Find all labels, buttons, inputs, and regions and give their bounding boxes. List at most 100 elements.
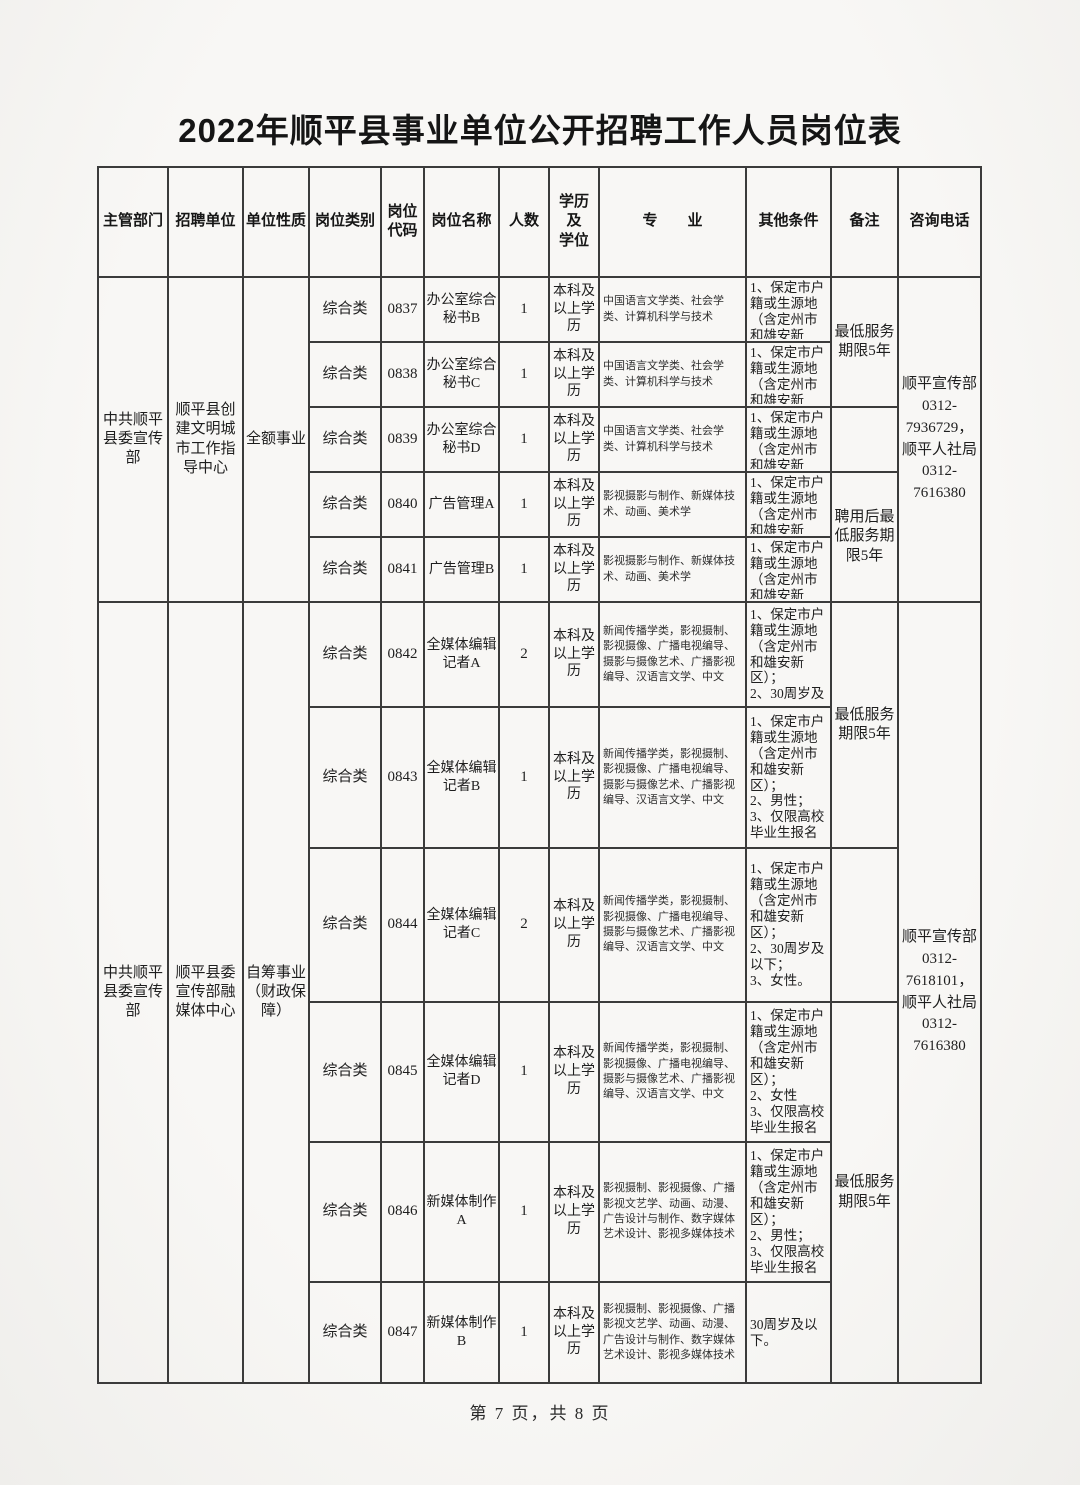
col-header-nature: 单位性质 (242, 166, 310, 278)
category-cell: 综合类 (308, 706, 382, 849)
document-title: 2022年顺平县事业单位公开招聘工作人员岗位表 (178, 112, 902, 149)
major-cell: 影视摄制、影视摄像、广播影视文艺学、动画、动漫、广告设计与制作、数字媒体艺术设计… (598, 1281, 747, 1384)
code-cell: 0838 (380, 341, 425, 408)
category-cell: 综合类 (308, 341, 382, 408)
category-cell: 综合类 (308, 276, 382, 343)
category-cell: 综合类 (308, 1281, 382, 1384)
category-cell: 综合类 (308, 847, 382, 1003)
education-cell: 本科及以上学历 (548, 1281, 600, 1384)
code-cell: 0846 (380, 1141, 425, 1283)
dept-cell: 中共顺平县委宣传部 (97, 276, 169, 603)
col-header-conditions: 其他条件 (745, 166, 832, 278)
col-header-dept: 主管部门 (97, 166, 169, 278)
major-cell: 影视摄影与制作、新媒体技术、动画、美术学 (598, 471, 747, 538)
major-cell: 影视摄制、影视摄像、广播影视文艺学、动画、动漫、广告设计与制作、数字媒体艺术设计… (598, 1141, 747, 1283)
nature-cell: 自筹事业（财政保障） (242, 601, 310, 1384)
headcount-cell: 2 (498, 601, 550, 708)
major-cell: 新闻传播学类，影视摄制、影视摄像、广播电视编导、摄影与摄像艺术、广播影视编导、汉… (598, 601, 747, 708)
headcount-cell: 1 (498, 706, 550, 849)
conditions-cell: 1、保定市户籍或生源地（含定州市和雄安新区）； 2、30周岁及以下； 3、女性。 (745, 847, 832, 1003)
page-footer: 第 7 页，共 8 页 (469, 1404, 611, 1423)
conditions-cell: 1、保定市户籍或生源地（含定州市和雄安新区）； 2、30周岁及 (745, 601, 832, 708)
education-cell: 本科及以上学历 (548, 536, 600, 603)
code-cell: 0841 (380, 536, 425, 603)
education-cell: 本科及以上学历 (548, 706, 600, 849)
education-cell: 本科及以上学历 (548, 341, 600, 408)
job-row-0843: 综合类 0843 全媒体编辑记者B 1 本科及以上学历 新闻传播学类，影视摄制、… (98, 706, 981, 849)
education-cell: 本科及以上学历 (548, 276, 600, 343)
code-cell: 0844 (380, 847, 425, 1003)
nature-cell: 全额事业 (242, 276, 310, 603)
code-cell: 0843 (380, 706, 425, 849)
job-row-0837: 中共顺平县委宣传部 顺平县创建文明城市工作指导中心 全额事业 综合类 0837 … (97, 276, 982, 603)
clipped-text: 1、保定市户籍或生源地（含定州市和雄安新 (750, 410, 825, 469)
headcount-cell: 1 (498, 406, 550, 473)
dept-cell: 中共顺平县委宣传部 (97, 601, 169, 1384)
conditions-cell: 1、保定市户籍或生源地（含定州市和雄安新 (745, 406, 832, 473)
name-cell: 办公室综合秘书B (423, 276, 500, 343)
major-cell: 新闻传播学类，影视摄制、影视摄像、广播电视编导、摄影与摄像艺术、广播影视编导、汉… (598, 706, 747, 849)
name-cell: 办公室综合秘书D (423, 406, 500, 473)
major-cell: 中国语言文学类、社会学类、计算机科学与技术 (598, 406, 747, 473)
name-cell: 全媒体编辑记者A (423, 601, 500, 708)
education-cell: 本科及以上学历 (548, 471, 600, 538)
job-row-0846: 综合类 0846 新媒体制作A 1 本科及以上学历 影视摄制、影视摄像、广播影视… (98, 1141, 981, 1283)
category-cell: 综合类 (308, 1141, 382, 1283)
remark-cell: 最低服务期限5年 (830, 1001, 899, 1384)
code-cell: 0837 (380, 276, 425, 343)
col-header-category: 岗位类别 (308, 166, 382, 278)
job-row-0847: 综合类 0847 新媒体制作B 1 本科及以上学历 影视摄制、影视摄像、广播影视… (98, 1281, 981, 1384)
conditions-cell: 1、保定市户籍或生源地（含定州市和雄安新区）； 2、男性； 3、仅限高校毕业生报… (745, 706, 832, 849)
conditions-cell: 1、保定市户籍或生源地（含定州市和雄安新 (745, 471, 832, 538)
clipped-text: 1、保定市户籍或生源地（含定州市和雄安新 (750, 475, 825, 534)
name-cell: 办公室综合秘书C (423, 341, 500, 408)
job-row-0841: 综合类 0841 广告管理B 1 本科及以上学历 影视摄影与制作、新媒体技术、动… (98, 536, 981, 603)
col-header-remark: 备注 (830, 166, 899, 278)
remark-cell (830, 406, 899, 473)
col-header-education: 学历及 学位 (548, 166, 600, 278)
education-cell: 本科及以上学历 (548, 1001, 600, 1143)
job-row-0838: 综合类 0838 办公室综合秘书C 1 本科及以上学历 中国语言文学类、社会学类… (98, 341, 981, 408)
major-cell: 中国语言文学类、社会学类、计算机科学与技术 (598, 276, 747, 343)
conditions-cell: 30周岁及以下。 (745, 1281, 832, 1384)
name-cell: 全媒体编辑记者B (423, 706, 500, 849)
job-row-0842: 中共顺平县委宣传部 顺平县委宣传部融媒体中心 自筹事业（财政保障） 综合类 08… (97, 601, 982, 1384)
clipped-text: 1、保定市户籍或生源地（含定州市和雄安新 (750, 280, 825, 339)
job-positions-table: 主管部门 招聘单位 单位性质 岗位类别 岗位 代码 岗位名称 人数 学历及 学位… (97, 166, 982, 1384)
remark-cell: 聘用后最低服务期限5年 (830, 471, 899, 603)
conditions-cell: 1、保定市户籍或生源地（含定州市和雄安新 (745, 536, 832, 603)
col-header-phone: 咨询电话 (897, 166, 982, 278)
header-row: 主管部门 招聘单位 单位性质 岗位类别 岗位 代码 岗位名称 人数 学历及 学位… (97, 166, 982, 278)
conditions-cell: 1、保定市户籍或生源地（含定州市和雄安新 (745, 276, 832, 343)
headcount-cell: 1 (498, 341, 550, 408)
job-row-0844: 综合类 0844 全媒体编辑记者C 2 本科及以上学历 新闻传播学类，影视摄制、… (98, 847, 981, 1003)
category-cell: 综合类 (308, 536, 382, 603)
col-header-code: 岗位 代码 (380, 166, 425, 278)
col-header-headcount: 人数 (498, 166, 550, 278)
remark-cell: 最低服务期限5年 (830, 601, 899, 849)
name-cell: 新媒体制作B (423, 1281, 500, 1384)
clipped-text: 1、保定市户籍或生源地（含定州市和雄安新 (750, 540, 825, 599)
name-cell: 新媒体制作A (423, 1141, 500, 1283)
remark-cell (830, 847, 899, 1003)
category-cell: 综合类 (308, 601, 382, 708)
code-cell: 0840 (380, 471, 425, 538)
name-cell: 广告管理B (423, 536, 500, 603)
headcount-cell: 1 (498, 1001, 550, 1143)
name-cell: 全媒体编辑记者C (423, 847, 500, 1003)
category-cell: 综合类 (308, 1001, 382, 1143)
name-cell: 全媒体编辑记者D (423, 1001, 500, 1143)
code-cell: 0839 (380, 406, 425, 473)
conditions-cell: 1、保定市户籍或生源地（含定州市和雄安新区）； 2、男性； 3、仅限高校毕业生报… (745, 1141, 832, 1283)
education-cell: 本科及以上学历 (548, 601, 600, 708)
unit-cell: 顺平县委宣传部融媒体中心 (167, 601, 244, 1384)
education-cell: 本科及以上学历 (548, 1141, 600, 1283)
major-cell: 影视摄影与制作、新媒体技术、动画、美术学 (598, 536, 747, 603)
clipped-text: 1、保定市户籍或生源地（含定州市和雄安新 (750, 345, 825, 404)
unit-cell: 顺平县创建文明城市工作指导中心 (167, 276, 244, 603)
phone-cell: 顺平宣传部 0312- 7936729， 顺平人社局 0312- 7616380 (897, 276, 982, 603)
col-header-unit: 招聘单位 (167, 166, 244, 278)
job-row-0839: 综合类 0839 办公室综合秘书D 1 本科及以上学历 中国语言文学类、社会学类… (98, 406, 981, 473)
headcount-cell: 1 (498, 471, 550, 538)
